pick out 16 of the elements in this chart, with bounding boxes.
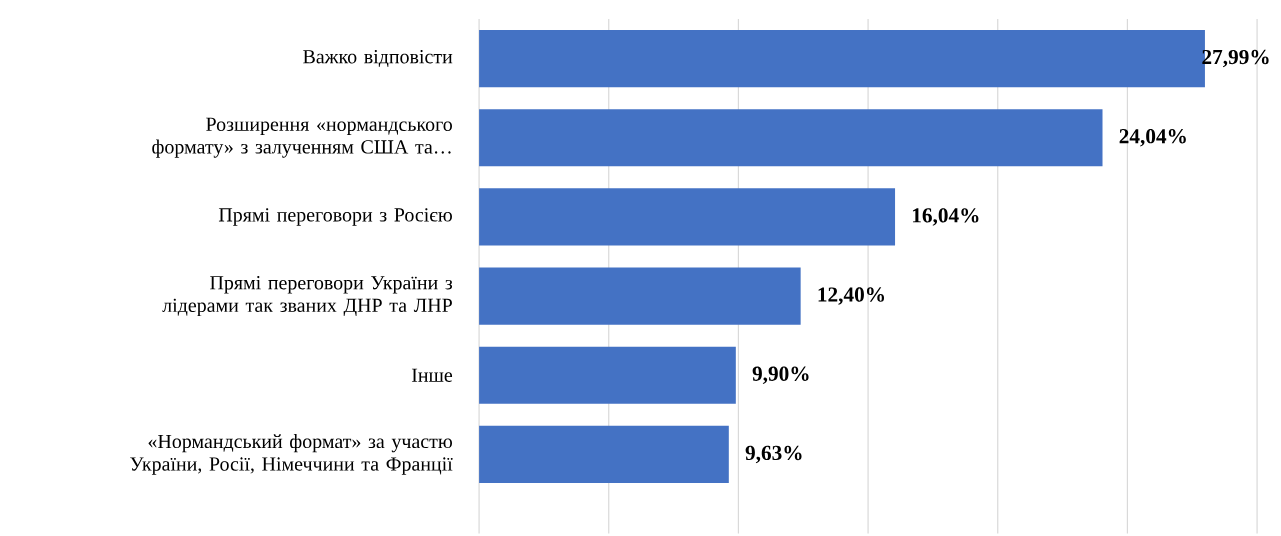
bar xyxy=(479,267,801,325)
bar xyxy=(479,346,736,405)
y-tick-label: «Нормандський формат» за участю України, Росії, Німеччини та Франції xyxy=(130,434,453,475)
bar xyxy=(479,109,1103,167)
y-tick-label: Важко відповісти xyxy=(303,50,453,68)
data-label: 24,04% xyxy=(1119,129,1186,147)
data-label: 16,04% xyxy=(912,208,979,226)
data-label: 9,63% xyxy=(745,445,802,464)
y-tick-label: Інше xyxy=(411,368,453,383)
bar xyxy=(479,188,896,246)
y-tick-label: Прямі переговори з Росією xyxy=(218,208,452,226)
data-label: 12,40% xyxy=(818,287,885,305)
bar xyxy=(479,426,729,484)
y-tick-label: Розширення «нормандського формату» з залученням США та… xyxy=(152,117,452,158)
data-label: 9,90% xyxy=(752,366,809,385)
y-tick-label: Прямі переговори України з лідерами так званих ДНР та ЛНР xyxy=(162,276,453,317)
